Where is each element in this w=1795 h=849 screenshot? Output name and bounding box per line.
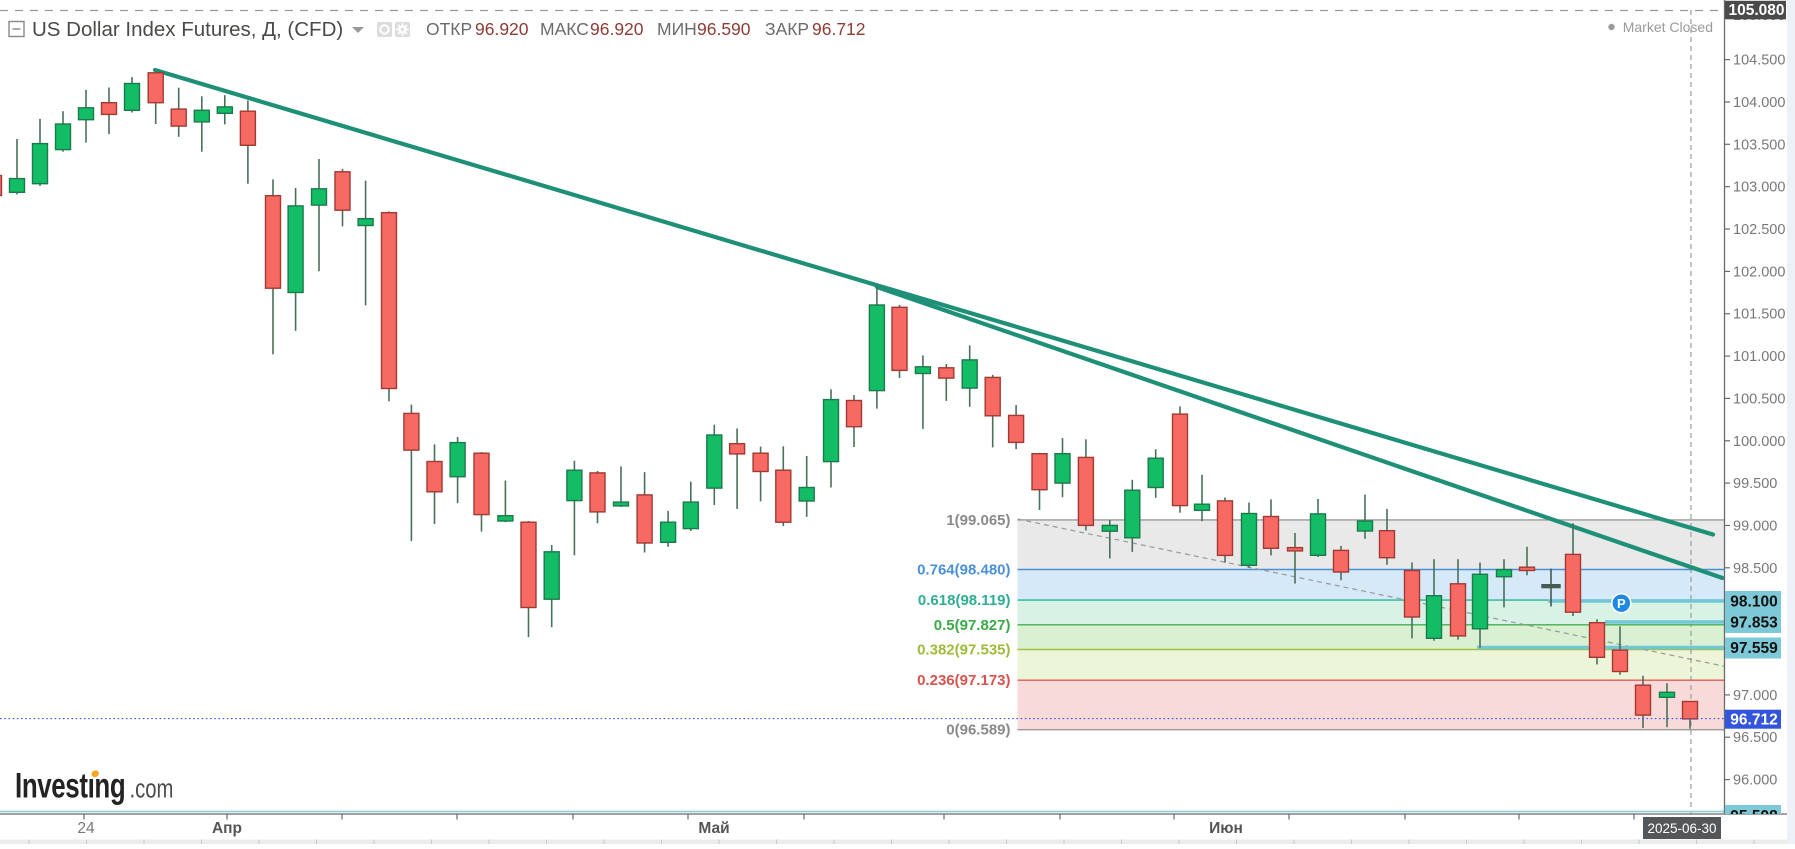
svg-text:US Dollar Index Futures, Д, (C: US Dollar Index Futures, Д, (CFD): [32, 18, 343, 41]
svg-text:0.618(98.119): 0.618(98.119): [918, 592, 1011, 609]
svg-text:.com: .com: [130, 774, 174, 803]
svg-text:101.000: 101.000: [1733, 349, 1785, 365]
svg-text:96.500: 96.500: [1733, 730, 1777, 746]
svg-text:98.100: 98.100: [1730, 594, 1777, 611]
svg-text:ЗАКР: ЗАКР: [765, 19, 809, 39]
svg-text:Market Closed: Market Closed: [1623, 19, 1713, 35]
svg-text:2025-06-30: 2025-06-30: [1647, 821, 1716, 836]
svg-text:0.236(97.173): 0.236(97.173): [917, 672, 1010, 689]
svg-text:97.000: 97.000: [1733, 688, 1777, 704]
svg-text:102.000: 102.000: [1733, 264, 1785, 280]
svg-text:Июн: Июн: [1209, 820, 1243, 837]
svg-text:Investıng: Investıng: [15, 766, 125, 806]
svg-text:МАКС: МАКС: [540, 19, 589, 39]
svg-text:0.5(97.827): 0.5(97.827): [934, 617, 1011, 634]
svg-text:103.500: 103.500: [1733, 137, 1785, 153]
svg-text:101.500: 101.500: [1733, 307, 1785, 323]
svg-text:96.920: 96.920: [475, 19, 529, 39]
svg-text:Апр: Апр: [212, 820, 242, 837]
svg-text:96.712: 96.712: [812, 19, 866, 39]
svg-text:Май: Май: [698, 820, 729, 837]
svg-text:0.382(97.535): 0.382(97.535): [917, 642, 1010, 659]
svg-text:103.000: 103.000: [1733, 180, 1785, 196]
svg-text:1(99.065): 1(99.065): [946, 512, 1010, 529]
svg-text:99.500: 99.500: [1733, 476, 1777, 492]
svg-text:100.000: 100.000: [1733, 434, 1785, 450]
svg-text:97.559: 97.559: [1730, 640, 1778, 657]
svg-text:96.920: 96.920: [590, 19, 644, 39]
svg-text:96.712: 96.712: [1730, 711, 1777, 728]
svg-text:104.500: 104.500: [1733, 53, 1785, 69]
svg-text:96.000: 96.000: [1733, 773, 1777, 789]
svg-text:ОТКР: ОТКР: [426, 19, 472, 39]
svg-text:24: 24: [77, 820, 95, 837]
svg-text:0.764(98.480): 0.764(98.480): [917, 562, 1010, 579]
svg-text:97.853: 97.853: [1730, 615, 1778, 632]
svg-text:95.598: 95.598: [1730, 808, 1778, 825]
svg-text:100.500: 100.500: [1733, 391, 1785, 407]
svg-text:96.590: 96.590: [697, 19, 751, 39]
svg-text:МИН: МИН: [657, 19, 697, 39]
svg-text:0(96.589): 0(96.589): [946, 722, 1010, 739]
svg-text:99.000: 99.000: [1733, 519, 1777, 535]
svg-text:P: P: [1617, 596, 1626, 611]
svg-text:104.000: 104.000: [1733, 95, 1785, 111]
svg-text:105.080: 105.080: [1728, 2, 1784, 19]
svg-text:98.500: 98.500: [1733, 561, 1777, 577]
svg-text:102.500: 102.500: [1733, 222, 1785, 238]
